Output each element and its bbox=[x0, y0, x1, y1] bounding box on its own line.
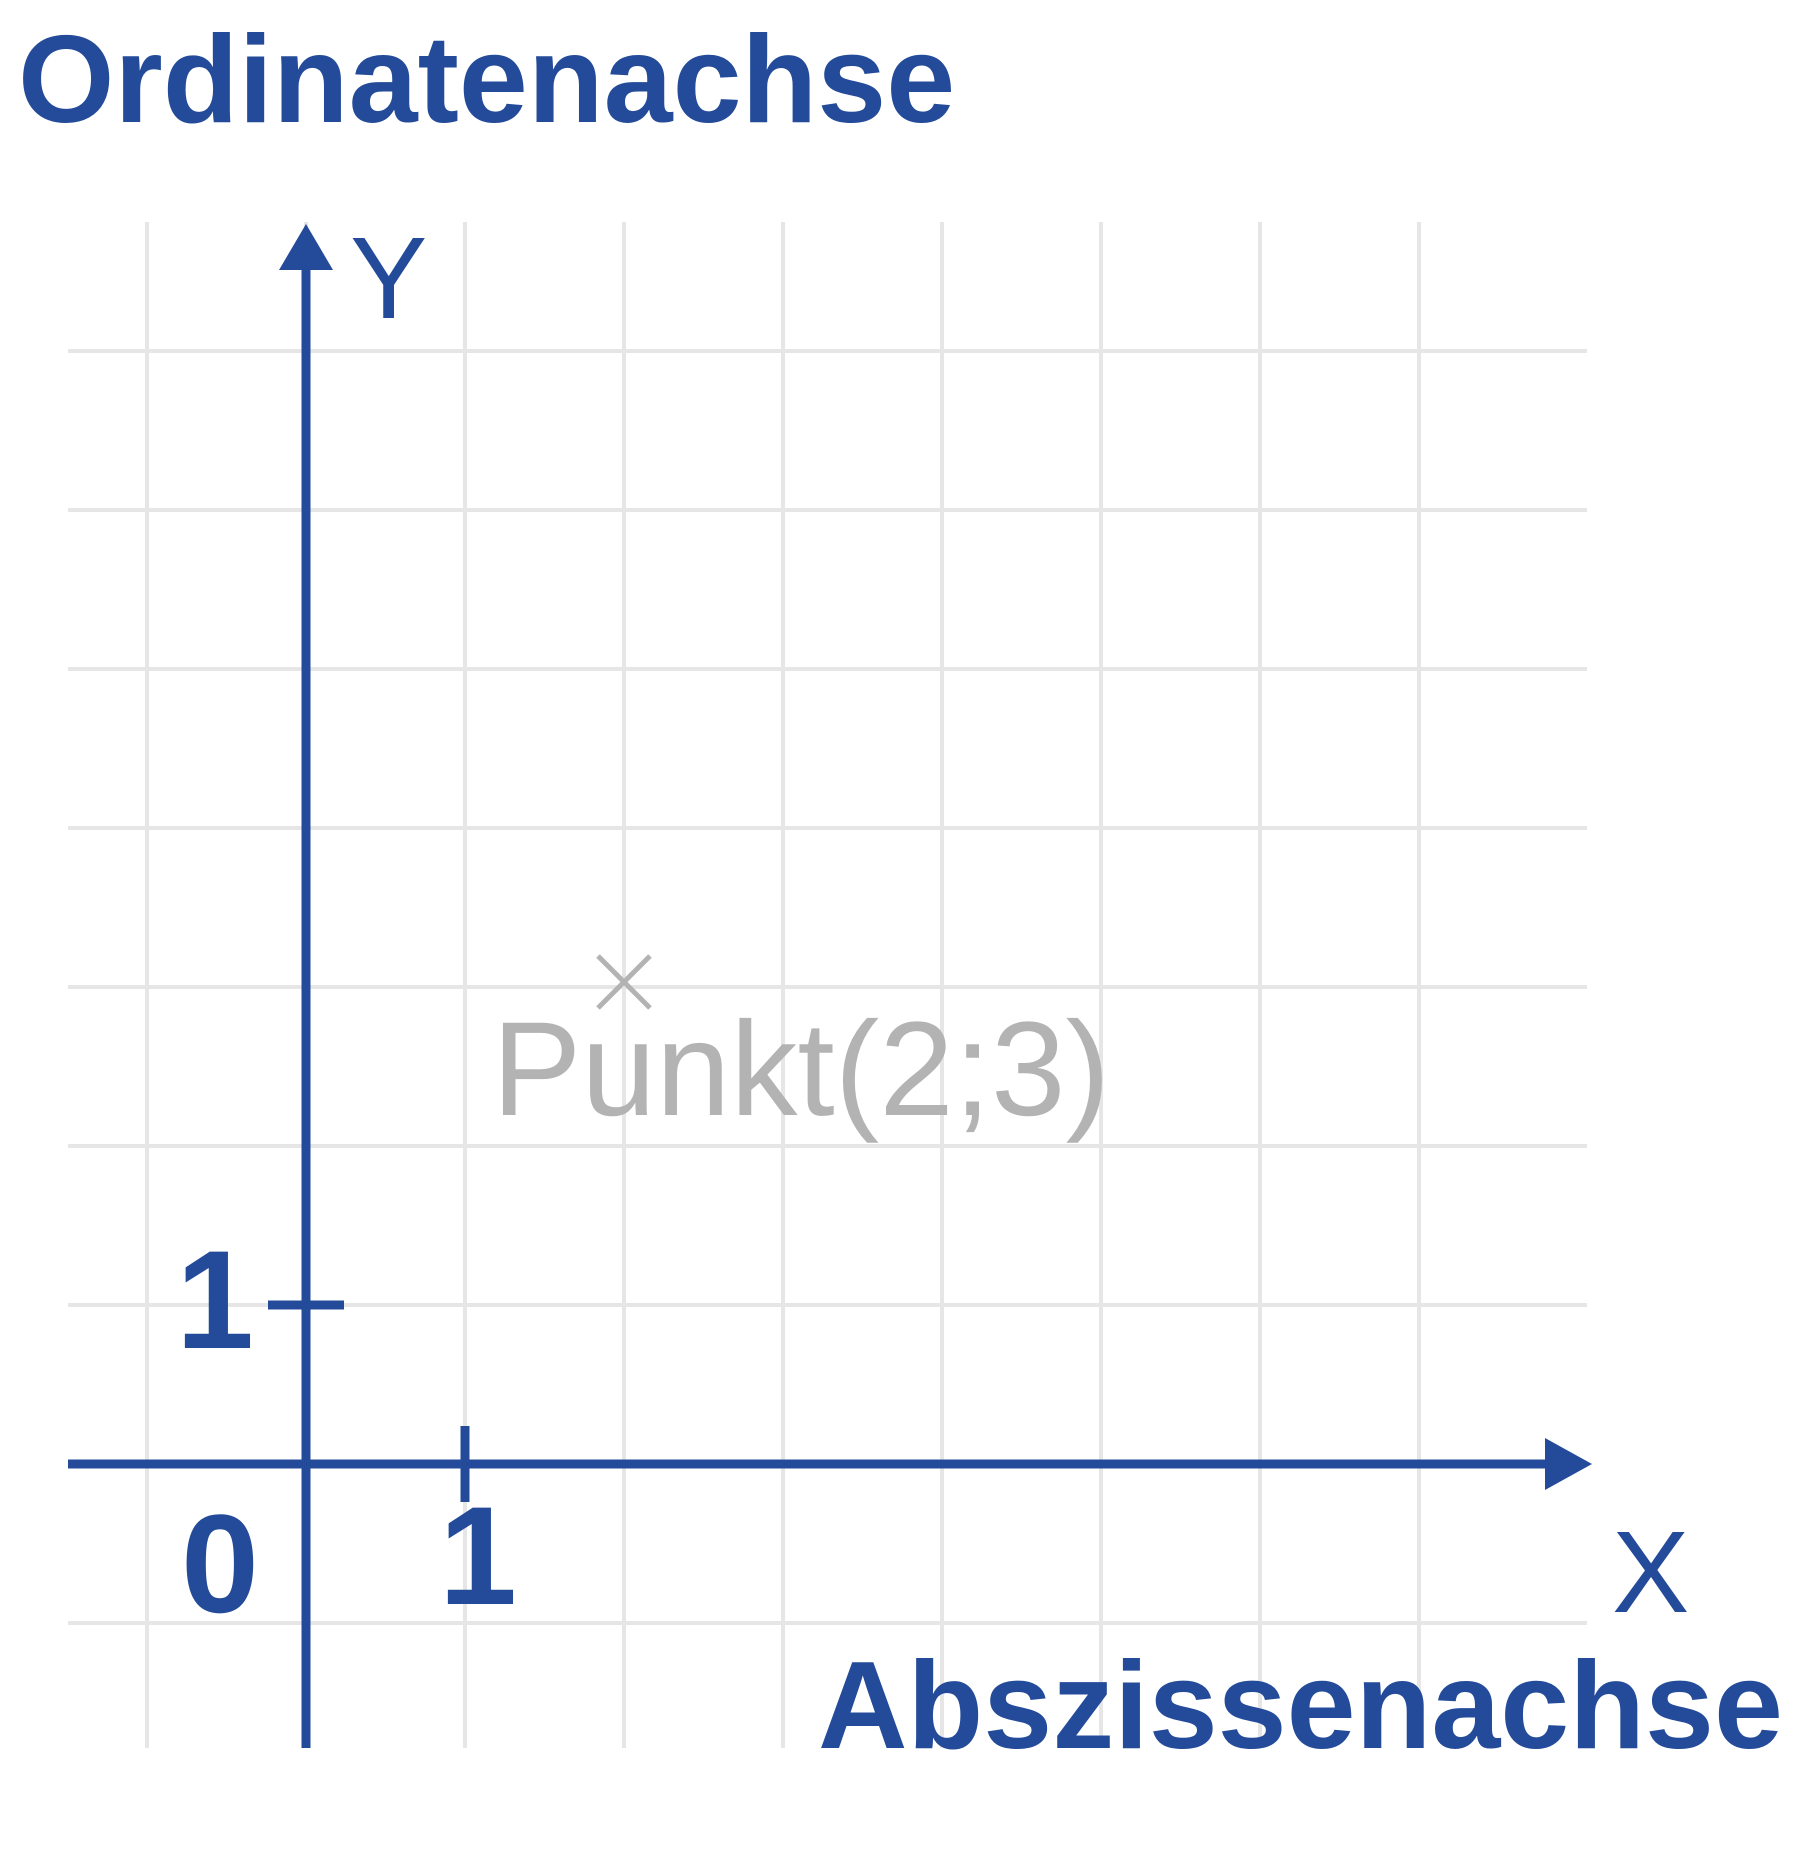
x-tick-label: 1 bbox=[439, 1477, 517, 1634]
x-axis bbox=[68, 1426, 1592, 1502]
point-marker-icon bbox=[596, 954, 652, 1010]
x-axis-label: X bbox=[1612, 1507, 1689, 1637]
point-label: Punkt(2;3) bbox=[492, 995, 1110, 1144]
x-axis-arrow-icon bbox=[1545, 1438, 1592, 1490]
y-axis-label: Y bbox=[350, 213, 427, 343]
grid bbox=[68, 222, 1587, 1748]
origin-label: 0 bbox=[181, 1485, 259, 1642]
y-axis bbox=[268, 224, 344, 1748]
title-abscissa-axis: Abszissenachse bbox=[818, 1637, 1783, 1775]
title-ordinate-axis: Ordinatenachse bbox=[18, 11, 955, 149]
y-tick-label: 1 bbox=[176, 1221, 254, 1378]
y-axis-arrow-icon bbox=[279, 224, 333, 270]
